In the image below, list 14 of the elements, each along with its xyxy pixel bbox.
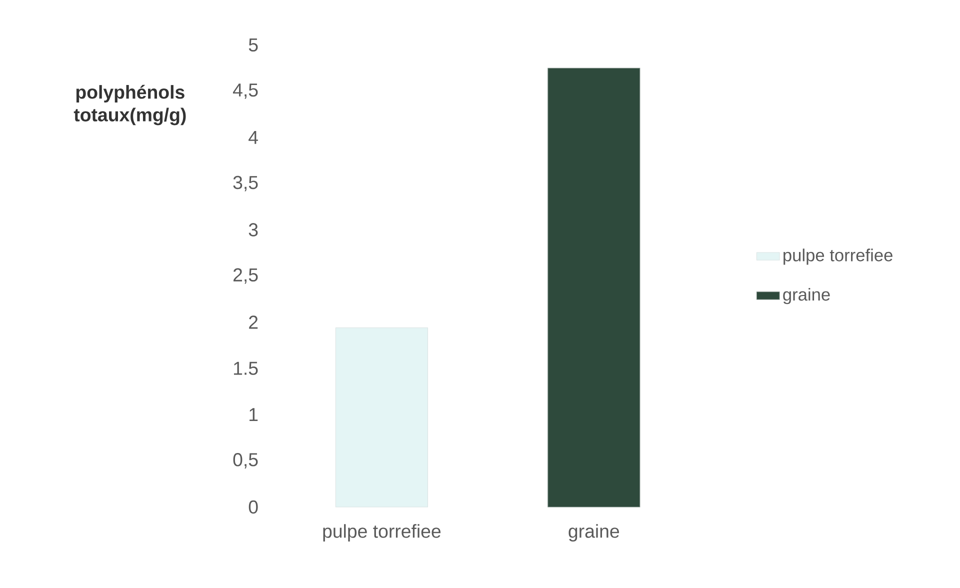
y-tick-label: 2 xyxy=(249,316,258,329)
y-tick-label: 4,5 xyxy=(232,84,258,99)
y-tick-label: 3,5 xyxy=(233,176,258,192)
y-tick-label: 4 xyxy=(248,130,258,144)
y-axis-title: polyphénols totaux(mg/g) xyxy=(74,84,186,126)
y-tick-label: 3 xyxy=(248,223,258,236)
y-tick-label: 0,5 xyxy=(233,453,258,468)
y-tick-label: 2,5 xyxy=(234,268,258,284)
y-tick-label: 1.5 xyxy=(234,362,258,375)
y-tick-label: 5 xyxy=(248,38,258,52)
legend-label: pulpe torrefiee xyxy=(784,248,892,265)
y-tick-label: 1 xyxy=(250,408,258,422)
y-tick-label: 0 xyxy=(248,500,258,514)
legend-label: graine xyxy=(783,288,830,304)
